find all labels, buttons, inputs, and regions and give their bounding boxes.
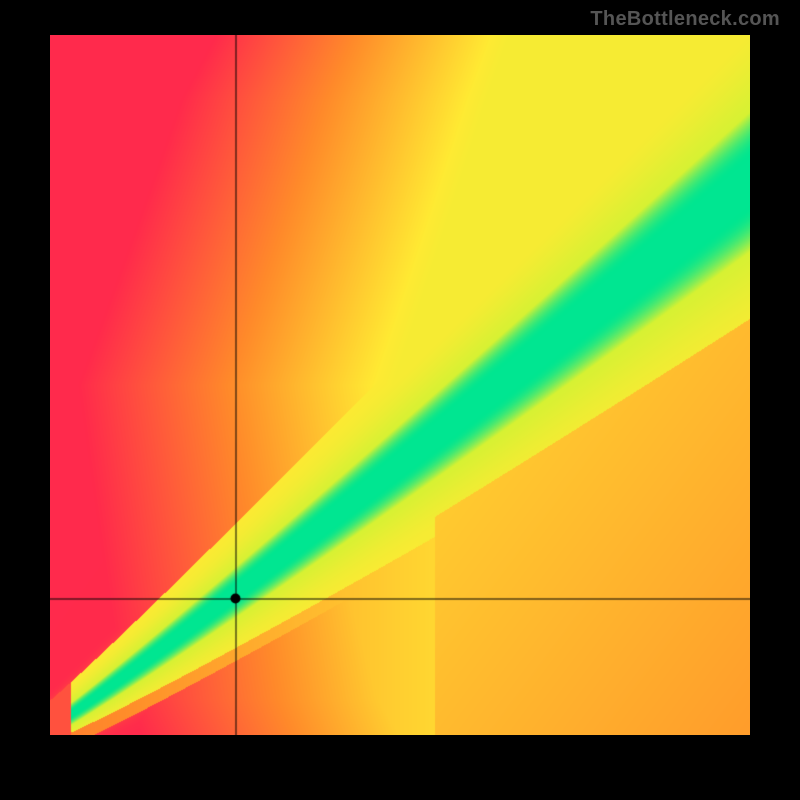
chart-container: TheBottleneck.com: [0, 0, 800, 800]
watermark-text: TheBottleneck.com: [590, 8, 780, 31]
heatmap-canvas: [50, 35, 750, 735]
plot-area: [50, 35, 750, 735]
